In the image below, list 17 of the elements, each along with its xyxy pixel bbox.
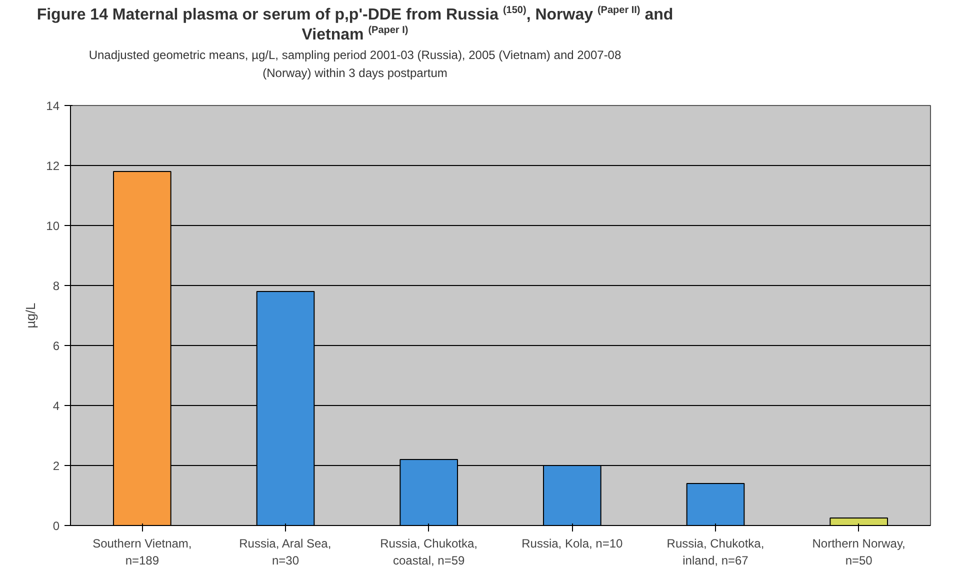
y-tick-label: 2 <box>52 459 60 473</box>
x-tick-label: Russia, Aral Sea, n=30 <box>239 536 332 568</box>
y-tick-label: 12 <box>46 159 60 173</box>
y-tick-label: 8 <box>52 279 60 293</box>
x-tick-label: Russia, Kola, n=10 <box>522 536 624 550</box>
y-tick-label: 6 <box>52 339 60 353</box>
y-tick-label: 14 <box>46 99 60 113</box>
y-tick-label: 10 <box>46 219 60 233</box>
x-tick-label: Southern Vietnam, n=189 <box>92 536 192 568</box>
x-tick-label: Russia, Chukotka, coastal, n=59 <box>380 536 478 568</box>
x-tick-label: Russia, Chukotka, inland, n=67 <box>666 536 764 568</box>
y-tick-label: 0 <box>52 519 60 533</box>
y-tick-label: 4 <box>52 399 60 413</box>
chart-title: Figure 14 Maternal plasma or serum of p,p'-DDE from Russia $^{(150)}$, Norway $^{(Paper II)}$ and Vietnam $^{(Paper I)}$ <box>36 5 674 44</box>
y-axis-title: µg/L <box>23 302 38 328</box>
chart-subtitle: Unadjusted geometric means, µg/L, sampling period 2001-03 (Russia), 2005 (Vietnam) and 2007-08 (Norway) within 3 days postpartum <box>88 47 622 82</box>
x-tick-label: Northern Norway, n=50 <box>812 536 906 568</box>
